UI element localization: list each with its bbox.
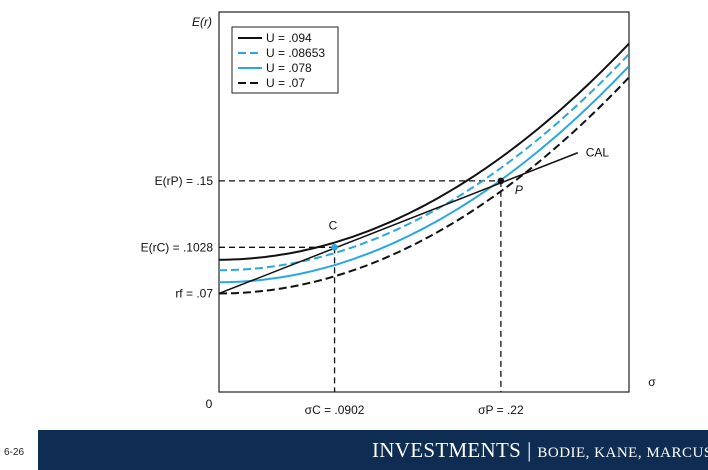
- guide-lines: [219, 180, 502, 392]
- point-label-c: C: [329, 218, 338, 232]
- origin-label: 0: [206, 397, 213, 411]
- indifference-curve-3: [219, 65, 629, 284]
- indifference-curves: [219, 42, 629, 295]
- y-annotation-3: rf = .07: [175, 286, 213, 300]
- indifference-curve-4: [219, 76, 629, 295]
- point-c: [331, 244, 338, 251]
- plot-frame: [218, 11, 630, 393]
- legend-entry-2: U = .08653: [266, 46, 325, 60]
- footer-main-title: INVESTMENTS: [372, 438, 522, 462]
- y-annotation-1: E(rP) = .15: [155, 174, 214, 188]
- y-annotation-labels: E(rP) = .15 E(rC) = .1028 rf = .07: [141, 174, 214, 301]
- footer-bar: [38, 430, 708, 470]
- footer-authors: BODIE, KANE, MARCUS: [537, 445, 708, 461]
- legend-entry-1: U = .094: [266, 31, 312, 45]
- x-annotation-2: σP = .22: [478, 403, 524, 417]
- point-p: [497, 177, 505, 185]
- x-axis-label: σ: [648, 375, 656, 389]
- y-annotation-2: E(rC) = .1028: [141, 240, 214, 254]
- data-points: CP: [329, 177, 523, 251]
- legend-entry-4: U = .07: [266, 76, 305, 90]
- x-annotation-1: σC = .0902: [305, 403, 365, 417]
- point-label-p: P: [515, 183, 523, 197]
- x-annotation-labels: σC = .0902 σP = .22: [305, 403, 524, 417]
- cal-label: CAL: [586, 146, 610, 160]
- legend-entry-3: U = .078: [266, 61, 312, 75]
- indifference-curve-1: [219, 42, 629, 261]
- cal-line: [218, 152, 579, 295]
- footer-title: INVESTMENTS | BODIE, KANE, MARCUS: [372, 438, 708, 463]
- slide-number: 6-26: [4, 447, 25, 458]
- y-axis-label: E(r): [192, 15, 212, 29]
- footer-separator: |: [527, 438, 532, 462]
